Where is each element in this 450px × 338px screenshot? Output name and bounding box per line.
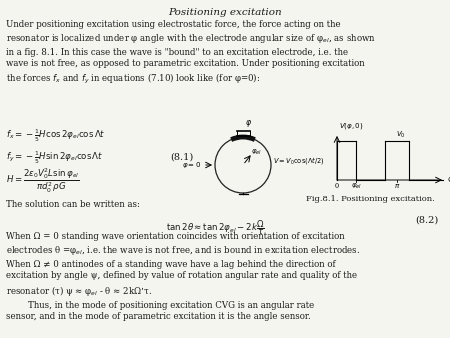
- Text: $\varphi_{el}$: $\varphi_{el}$: [351, 182, 361, 191]
- Text: Thus, in the mode of positioning excitation CVG is an angular rate
sensor, and i: Thus, in the mode of positioning excitat…: [6, 301, 314, 321]
- Text: $H = \dfrac{2\varepsilon_0 V_0^2 L\sin\varphi_{el}}{\pi d_0^2\,\rho G}$: $H = \dfrac{2\varepsilon_0 V_0^2 L\sin\v…: [6, 167, 80, 195]
- Text: $\varphi_{el}$: $\varphi_{el}$: [251, 148, 262, 157]
- Text: The solution can be written as:: The solution can be written as:: [6, 200, 140, 209]
- Text: $V{=}V_0\cos(\Lambda t/2)$: $V{=}V_0\cos(\Lambda t/2)$: [273, 155, 324, 167]
- Text: (8.2): (8.2): [415, 216, 438, 225]
- Text: $\tan2\theta \approx \tan2\varphi_{el} - 2k\dfrac{\Omega}{\tau}$: $\tan2\theta \approx \tan2\varphi_{el} -…: [166, 218, 265, 237]
- Text: Under positioning excitation using electrostatic force, the force acting on the
: Under positioning excitation using elect…: [6, 20, 376, 86]
- Text: $V_0$: $V_0$: [396, 130, 405, 140]
- Text: Fig.8.1. Positioning excitation.: Fig.8.1. Positioning excitation.: [306, 195, 434, 203]
- Text: $V(\varphi,0)$: $V(\varphi,0)$: [339, 121, 363, 131]
- Text: $f_y = -\frac{1}{5}H\sin2\varphi_{el}\cos\Lambda t$: $f_y = -\frac{1}{5}H\sin2\varphi_{el}\co…: [6, 150, 104, 166]
- Text: When Ω = 0 standing wave orientation coincides with orientation of excitation
el: When Ω = 0 standing wave orientation coi…: [6, 232, 360, 297]
- Text: Positioning excitation: Positioning excitation: [168, 8, 282, 17]
- Text: $\varphi$: $\varphi$: [447, 175, 450, 185]
- Text: $\pi$: $\pi$: [394, 182, 400, 190]
- Text: $\varphi{=}0$: $\varphi{=}0$: [182, 160, 201, 170]
- Text: (8.1): (8.1): [170, 152, 193, 162]
- Text: 0: 0: [335, 182, 339, 190]
- Text: $f_x = -\frac{1}{5}H\cos2\varphi_{el}\cos\Lambda t$: $f_x = -\frac{1}{5}H\cos2\varphi_{el}\co…: [6, 128, 106, 144]
- Text: $\varphi$: $\varphi$: [245, 118, 252, 129]
